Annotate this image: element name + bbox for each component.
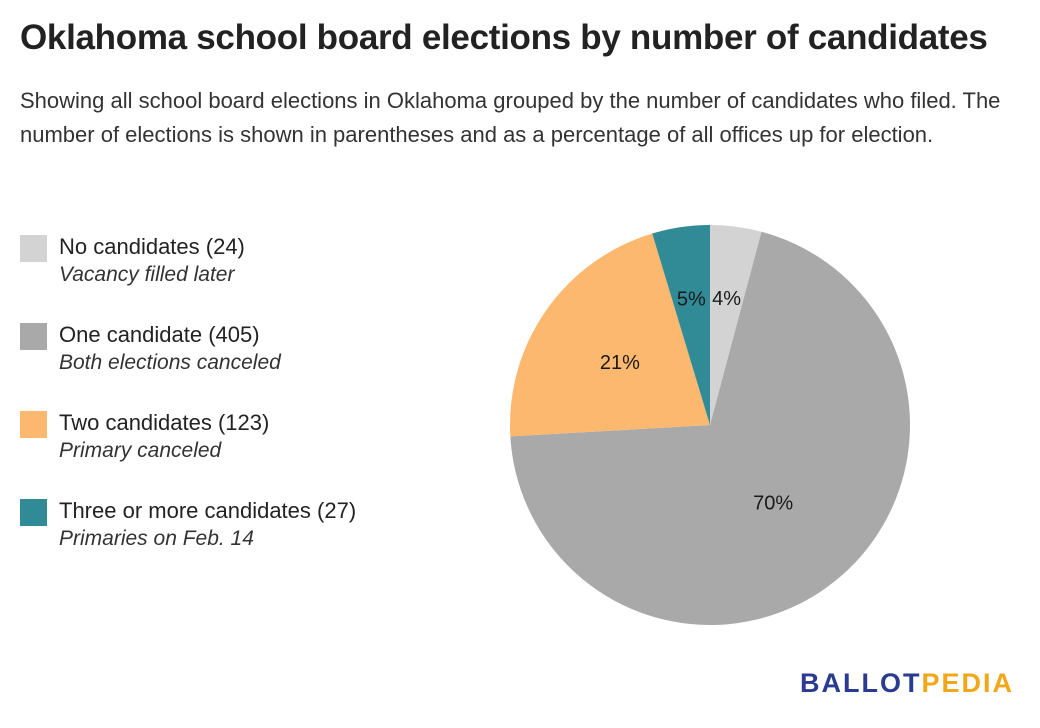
legend-swatch-one-candidate — [20, 323, 47, 350]
chart-subtitle: Showing all school board elections in Ok… — [20, 88, 1001, 147]
legend-label: One candidate (405) — [59, 322, 260, 347]
legend-swatch-three-or-more — [20, 499, 47, 526]
chart-title: Oklahoma school board elections by numbe… — [20, 18, 988, 57]
pie-slice-two-candidates — [510, 233, 710, 437]
legend-note: Vacancy filled later — [59, 263, 235, 286]
data-label-no-candidates: 4% — [712, 288, 741, 310]
legend-label: No candidates (24) — [59, 234, 245, 259]
legend-note: Primaries on Feb. 14 — [59, 527, 254, 550]
ballotpedia-logo: BALLOTPEDIA — [800, 668, 1014, 699]
legend-item-two-candidates: Two candidates (123) Primary canceled — [20, 408, 440, 496]
legend-note: Both elections canceled — [59, 351, 281, 374]
legend-swatch-two-candidates — [20, 411, 47, 438]
legend-label: Three or more candidates (27) — [59, 498, 357, 523]
data-label-three-or-more: 5% — [677, 288, 706, 310]
pie-chart: 4% 70% 21% 5% — [510, 225, 910, 626]
logo-text-pedia: PEDIA — [921, 668, 1014, 698]
legend-item-one-candidate: One candidate (405) Both elections cance… — [20, 320, 440, 408]
pie-slice-no-candidates — [710, 225, 762, 425]
pie-slice-one-candidate — [510, 231, 910, 626]
data-label-two-candidates: 21% — [600, 352, 640, 374]
data-label-one-candidate: 70% — [753, 493, 793, 515]
legend-item-no-candidates: No candidates (24) Vacancy filled later — [20, 232, 440, 320]
legend-swatch-no-candidates — [20, 235, 47, 262]
legend-note: Primary canceled — [59, 439, 222, 462]
pie-slice-three-or-more — [652, 225, 710, 425]
legend-item-three-or-more-candidates: Three or more candidates (27) Primaries … — [20, 496, 440, 584]
legend: No candidates (24) Vacancy filled later … — [20, 232, 440, 584]
legend-label: Two candidates (123) — [59, 410, 270, 435]
logo-text-ballot: BALLOT — [799, 668, 922, 698]
